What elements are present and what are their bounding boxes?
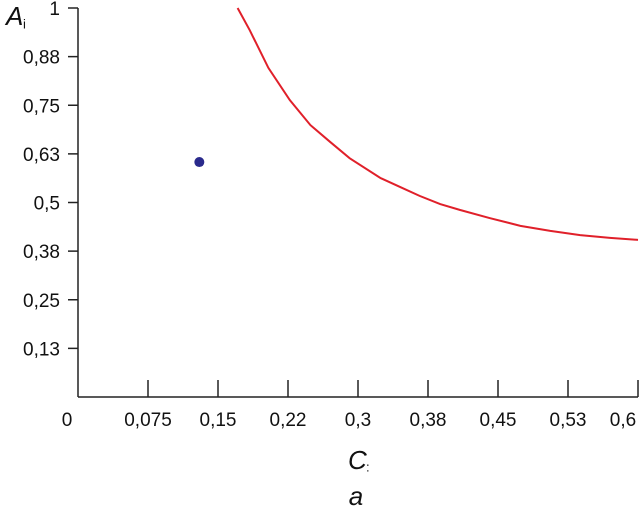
y-tick-label: 0,25 <box>23 291 60 312</box>
x-tick-label: 0,22 <box>270 410 307 431</box>
x-axis-label-sub: : <box>366 459 370 474</box>
x-tick-label: 0,15 <box>200 410 237 431</box>
y-axis-label-sub: i <box>23 16 26 31</box>
point <box>194 157 205 168</box>
x-tick-label: 0,3 <box>345 410 371 431</box>
x-tick-label: 0,38 <box>410 410 447 431</box>
x-tick-label: 0,6 <box>610 410 636 431</box>
x-tick-label: 0 <box>62 410 73 431</box>
y-tick-label: 0,5 <box>34 194 60 215</box>
x-tick-label: 0,53 <box>550 410 587 431</box>
y-tick-label: 0,63 <box>23 145 60 166</box>
y-tick-label: 0,38 <box>23 242 60 263</box>
y-tick-label: 0,88 <box>23 48 60 69</box>
y-tick-label: 0,75 <box>23 96 60 117</box>
x-tick-label: 0,45 <box>480 410 517 431</box>
x-axis-label: C <box>348 445 367 475</box>
x-tick-label: 0,075 <box>124 410 172 431</box>
curve <box>236 7 639 241</box>
y-tick-label: 1 <box>49 0 60 20</box>
y-axis-label: A <box>4 1 23 31</box>
y-tick-label: 0,13 <box>23 339 60 360</box>
caption: a <box>349 481 363 510</box>
